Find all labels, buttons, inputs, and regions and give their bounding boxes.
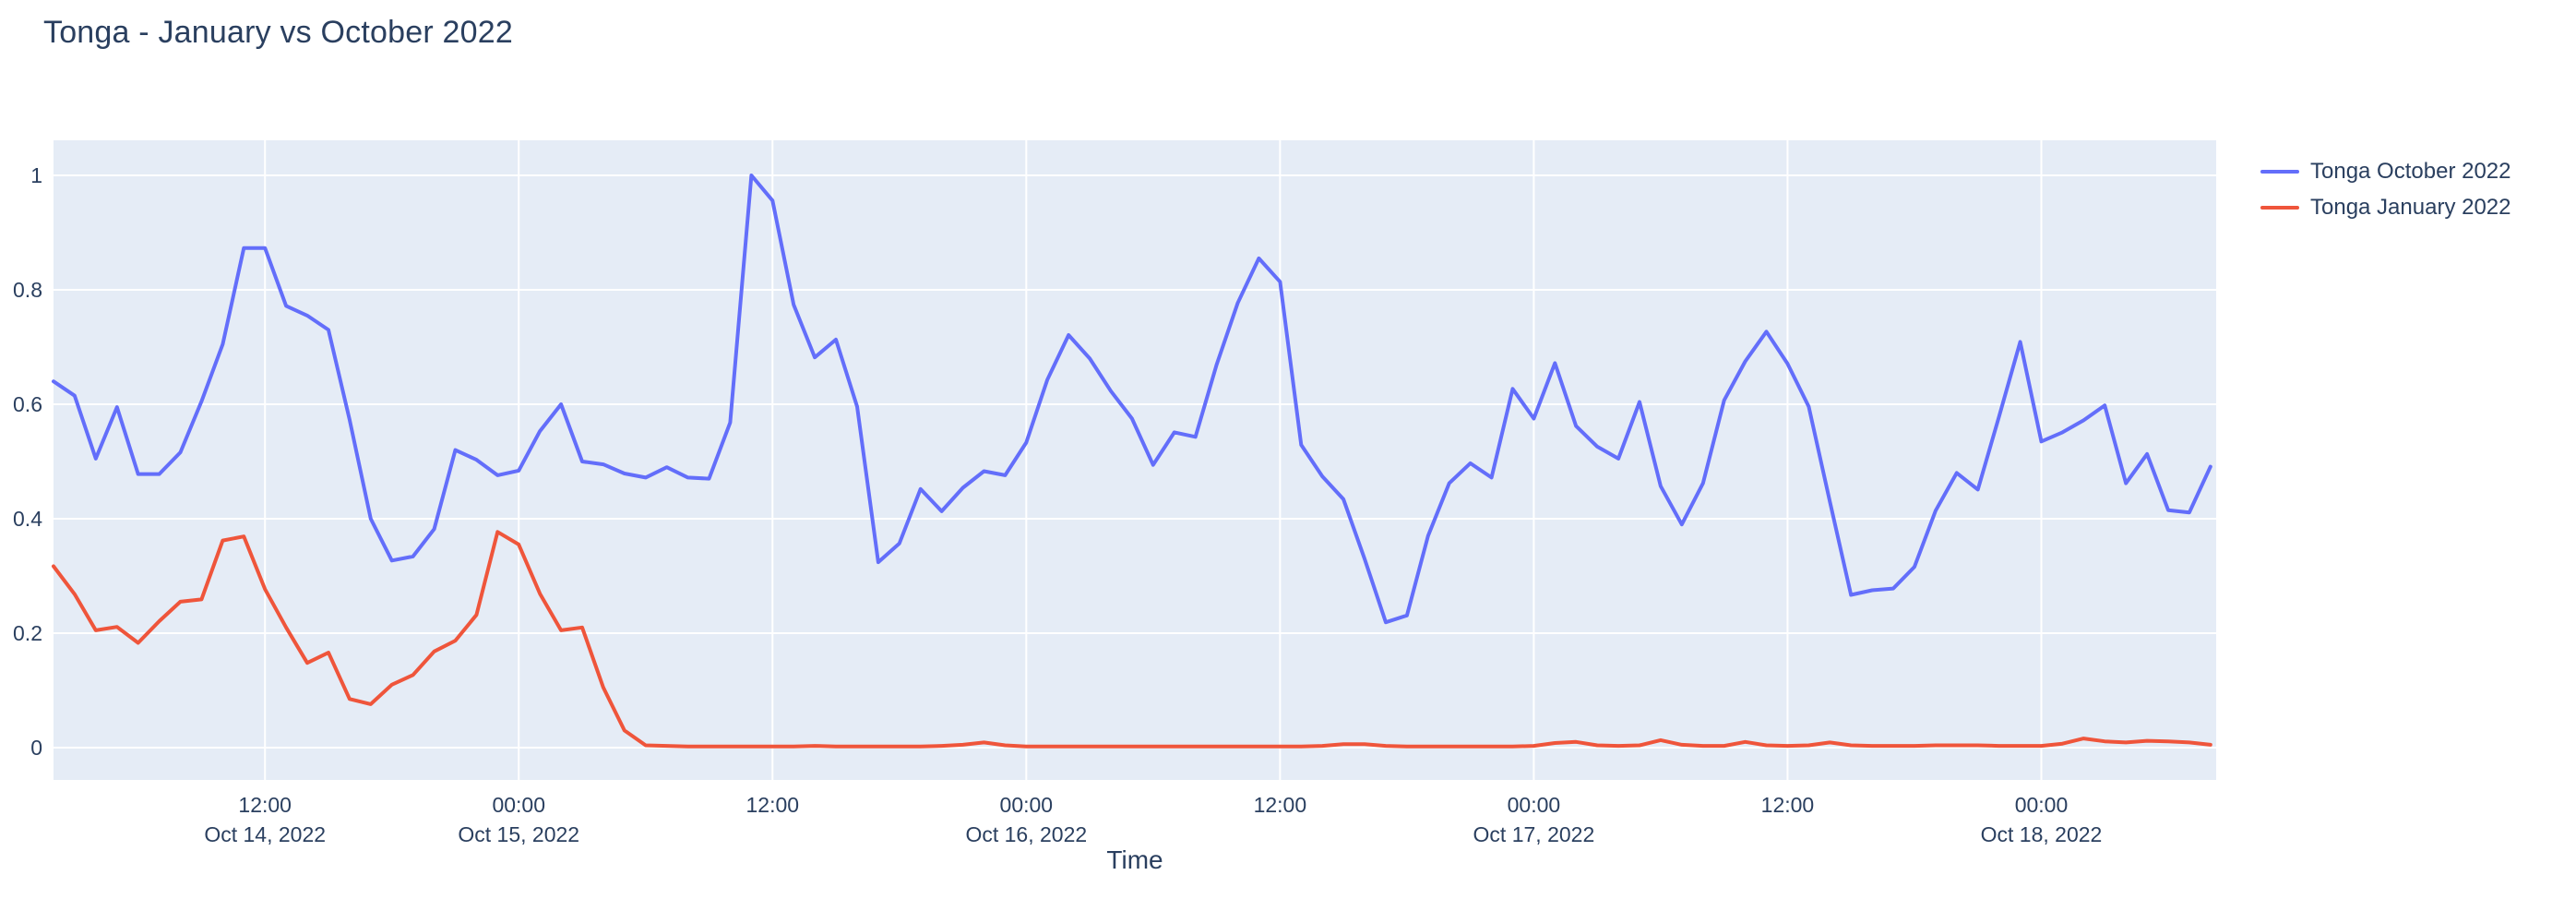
legend-swatch-october-icon	[2260, 169, 2299, 174]
x-tick-date-label: Oct 14, 2022	[204, 822, 326, 846]
chart-title: Tonga - January vs October 2022	[43, 15, 513, 50]
legend-label-january: Tonga January 2022	[2310, 194, 2511, 220]
legend-label-october: Tonga October 2022	[2310, 158, 2511, 184]
x-tick-time-label: 00:00	[1508, 793, 1561, 817]
y-tick-label: 1	[30, 163, 42, 187]
legend-item-january[interactable]: Tonga January 2022	[2260, 189, 2511, 225]
y-tick-label: 0	[30, 736, 42, 760]
series-line-january	[52, 530, 2212, 749]
plot-area[interactable]	[54, 140, 2216, 780]
x-tick-date-label: Oct 16, 2022	[965, 822, 1087, 846]
y-tick-label: 0.6	[13, 392, 42, 416]
gridlines	[54, 140, 2216, 780]
legend-item-october[interactable]: Tonga October 2022	[2260, 153, 2511, 189]
legend: Tonga October 2022 Tonga January 2022	[2260, 153, 2511, 225]
x-tick-time-label: 12:00	[238, 793, 292, 817]
tick-labels: 0 0.2 0.4 0.6 0.8 1 12:00 Oct 14, 2022 00:00 Oct …	[13, 163, 2102, 846]
y-tick-label: 0.4	[13, 507, 42, 531]
x-tick-time-label: 00:00	[492, 793, 545, 817]
y-tick-label: 0.2	[13, 621, 42, 645]
x-tick-time-label: 00:00	[2015, 793, 2069, 817]
x-axis-title: Time	[1106, 845, 1163, 874]
x-tick-time-label: 12:00	[1761, 793, 1815, 817]
x-tick-date-label: Oct 15, 2022	[458, 822, 579, 846]
series-line-october	[52, 174, 2212, 625]
x-tick-date-label: Oct 18, 2022	[1981, 822, 2103, 846]
x-tick-time-label: 12:00	[745, 793, 799, 817]
legend-swatch-january-icon	[2260, 205, 2299, 210]
x-tick-date-label: Oct 17, 2022	[1473, 822, 1595, 846]
x-tick-time-label: 00:00	[1000, 793, 1054, 817]
y-tick-label: 0.8	[13, 278, 42, 302]
x-tick-time-label: 12:00	[1254, 793, 1307, 817]
series-lines	[52, 174, 2212, 749]
